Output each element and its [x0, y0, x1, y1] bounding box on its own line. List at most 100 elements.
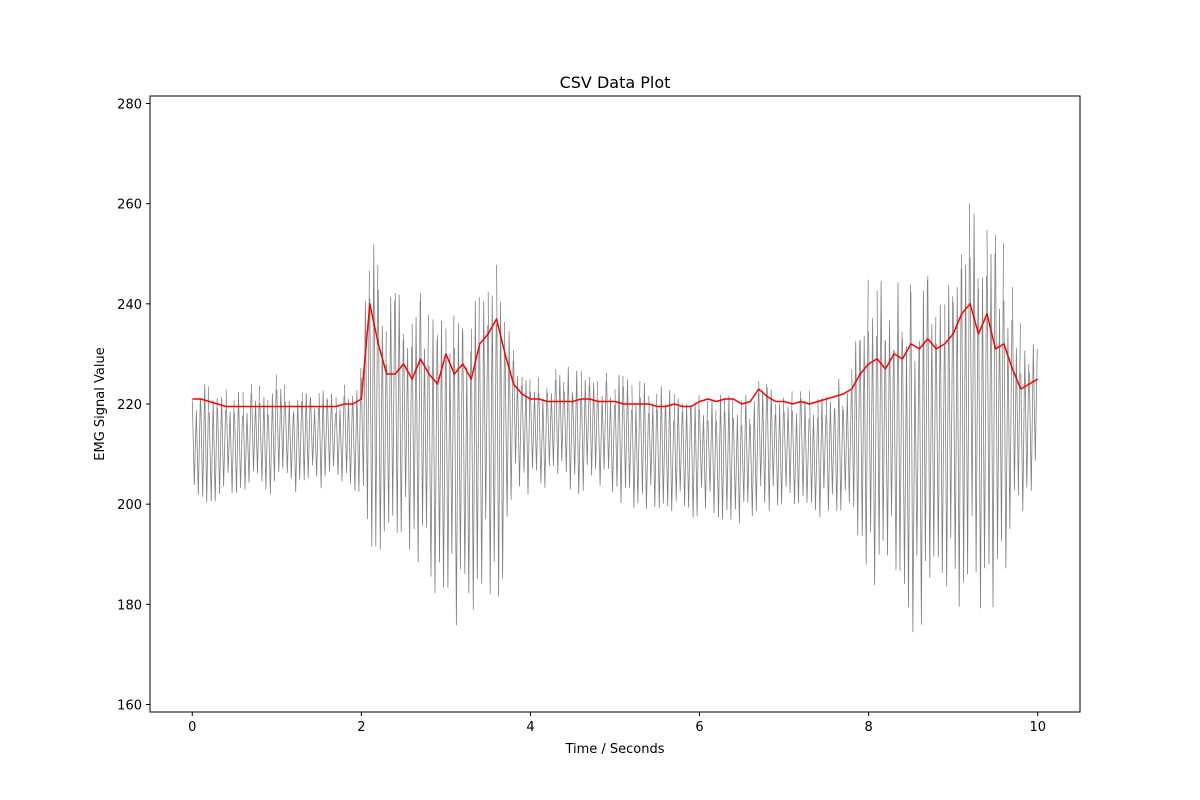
- raw-signal-segment: [454, 323, 463, 626]
- raw-signal-segment: [885, 320, 894, 556]
- raw-signal-segment: [437, 320, 446, 588]
- raw-signal-segment: [758, 380, 768, 503]
- raw-signal-segment: [251, 384, 260, 474]
- raw-signal-segment: [268, 374, 277, 495]
- raw-signal-segment: [640, 382, 649, 509]
- x-tick-label: 8: [864, 720, 872, 735]
- raw-signal-segment: [842, 390, 852, 503]
- raw-signal-segment: [673, 393, 683, 502]
- raw-signal-segment: [200, 384, 210, 503]
- y-tick-label: 260: [117, 198, 142, 213]
- raw-signal-segment: [834, 378, 844, 511]
- raw-signal-segment: [978, 275, 987, 609]
- raw-signal-segment: [995, 235, 1004, 559]
- raw-signal-segment: [910, 291, 920, 633]
- raw-signal-segment: [580, 370, 590, 491]
- raw-signal-segment: [724, 395, 734, 520]
- y-tick-label: 240: [117, 298, 142, 313]
- raw-signal-segment: [648, 393, 658, 508]
- x-axis-ticks: 0 2 4 6 8 10: [188, 712, 1046, 735]
- raw-signal-series: [191, 203, 1038, 633]
- raw-signal-segment: [547, 379, 556, 467]
- raw-signal-segment: [470, 297, 480, 610]
- y-tick-label: 180: [117, 598, 142, 613]
- raw-signal-segment: [208, 398, 218, 502]
- raw-signal-segment: [690, 395, 700, 518]
- raw-signal-segment: [589, 376, 598, 476]
- raw-signal-segment: [318, 390, 328, 489]
- raw-signal-segment: [420, 292, 429, 528]
- y-tick-label: 280: [117, 98, 142, 113]
- raw-signal-segment: [665, 390, 675, 512]
- raw-signal-segment: [1028, 344, 1038, 491]
- x-tick-label: 2: [357, 720, 365, 735]
- raw-signal-segment: [656, 386, 666, 509]
- raw-signal-segment: [259, 396, 269, 490]
- raw-signal-segment: [301, 392, 311, 481]
- raw-signal-segment: [952, 268, 962, 607]
- raw-signal-segment: [234, 391, 243, 493]
- raw-signal-segment: [462, 331, 472, 594]
- raw-signal-segment: [479, 301, 489, 584]
- raw-signal-segment: [538, 388, 548, 488]
- plot-area: [191, 203, 1039, 633]
- raw-signal-segment: [487, 291, 497, 595]
- x-tick-label: 6: [695, 720, 703, 735]
- raw-signal-segment: [394, 292, 404, 533]
- raw-signal-segment: [826, 396, 835, 511]
- raw-signal-segment: [225, 389, 235, 494]
- raw-signal-segment: [792, 391, 801, 505]
- x-tick-label: 0: [188, 720, 196, 735]
- raw-signal-segment: [927, 276, 937, 578]
- raw-signal-segment: [623, 379, 632, 489]
- raw-signal-segment: [521, 376, 531, 495]
- raw-signal-segment: [716, 394, 725, 520]
- raw-signal-segment: [893, 282, 903, 571]
- raw-signal-segment: [986, 230, 996, 608]
- raw-signal-segment: [919, 280, 928, 625]
- raw-signal-segment: [504, 331, 514, 517]
- raw-signal-segment: [217, 397, 226, 495]
- raw-signal-segment: [293, 400, 303, 493]
- raw-signal-segment: [445, 315, 455, 588]
- raw-signal-segment: [327, 393, 336, 472]
- raw-signal-segment: [513, 350, 522, 487]
- raw-signal-segment: [961, 203, 970, 583]
- y-tick-label: 220: [117, 398, 142, 413]
- raw-signal-segment: [242, 392, 252, 490]
- raw-signal-segment: [800, 398, 810, 503]
- raw-signal-segment: [783, 391, 793, 494]
- y-tick-label: 160: [117, 698, 142, 713]
- raw-signal-segment: [403, 333, 412, 550]
- raw-signal-segment: [344, 384, 353, 484]
- raw-signal-segment: [1020, 350, 1030, 512]
- raw-signal-segment: [377, 289, 387, 550]
- x-axis-label: Time / Seconds: [564, 742, 664, 757]
- y-axis-ticks: 160 180 200 220 240 260 280: [117, 98, 150, 713]
- raw-signal-segment: [859, 279, 869, 565]
- raw-signal-segment: [555, 369, 565, 474]
- raw-signal-segment: [902, 284, 911, 608]
- raw-signal-segment: [935, 304, 945, 573]
- raw-signal-segment: [775, 397, 784, 506]
- raw-signal-segment: [817, 398, 827, 518]
- raw-signal-segment: [741, 394, 751, 503]
- raw-signal-segment: [428, 319, 438, 593]
- raw-signal-segment: [868, 318, 877, 585]
- x-tick-label: 10: [1029, 720, 1046, 735]
- raw-signal-segment: [809, 390, 818, 511]
- raw-signal-segment: [682, 403, 691, 508]
- raw-signal-segment: [699, 401, 708, 509]
- raw-signal-segment: [284, 400, 294, 479]
- raw-signal-segment: [766, 387, 776, 512]
- x-tick-label: 4: [526, 720, 534, 735]
- raw-signal-segment: [352, 368, 362, 492]
- raw-signal-segment: [563, 366, 573, 490]
- smoothed-signal-line: [192, 303, 1039, 408]
- raw-signal-segment: [733, 400, 742, 524]
- raw-signal-segment: [530, 377, 539, 471]
- raw-signal-segment: [191, 398, 201, 495]
- raw-signal-segment: [1012, 287, 1021, 496]
